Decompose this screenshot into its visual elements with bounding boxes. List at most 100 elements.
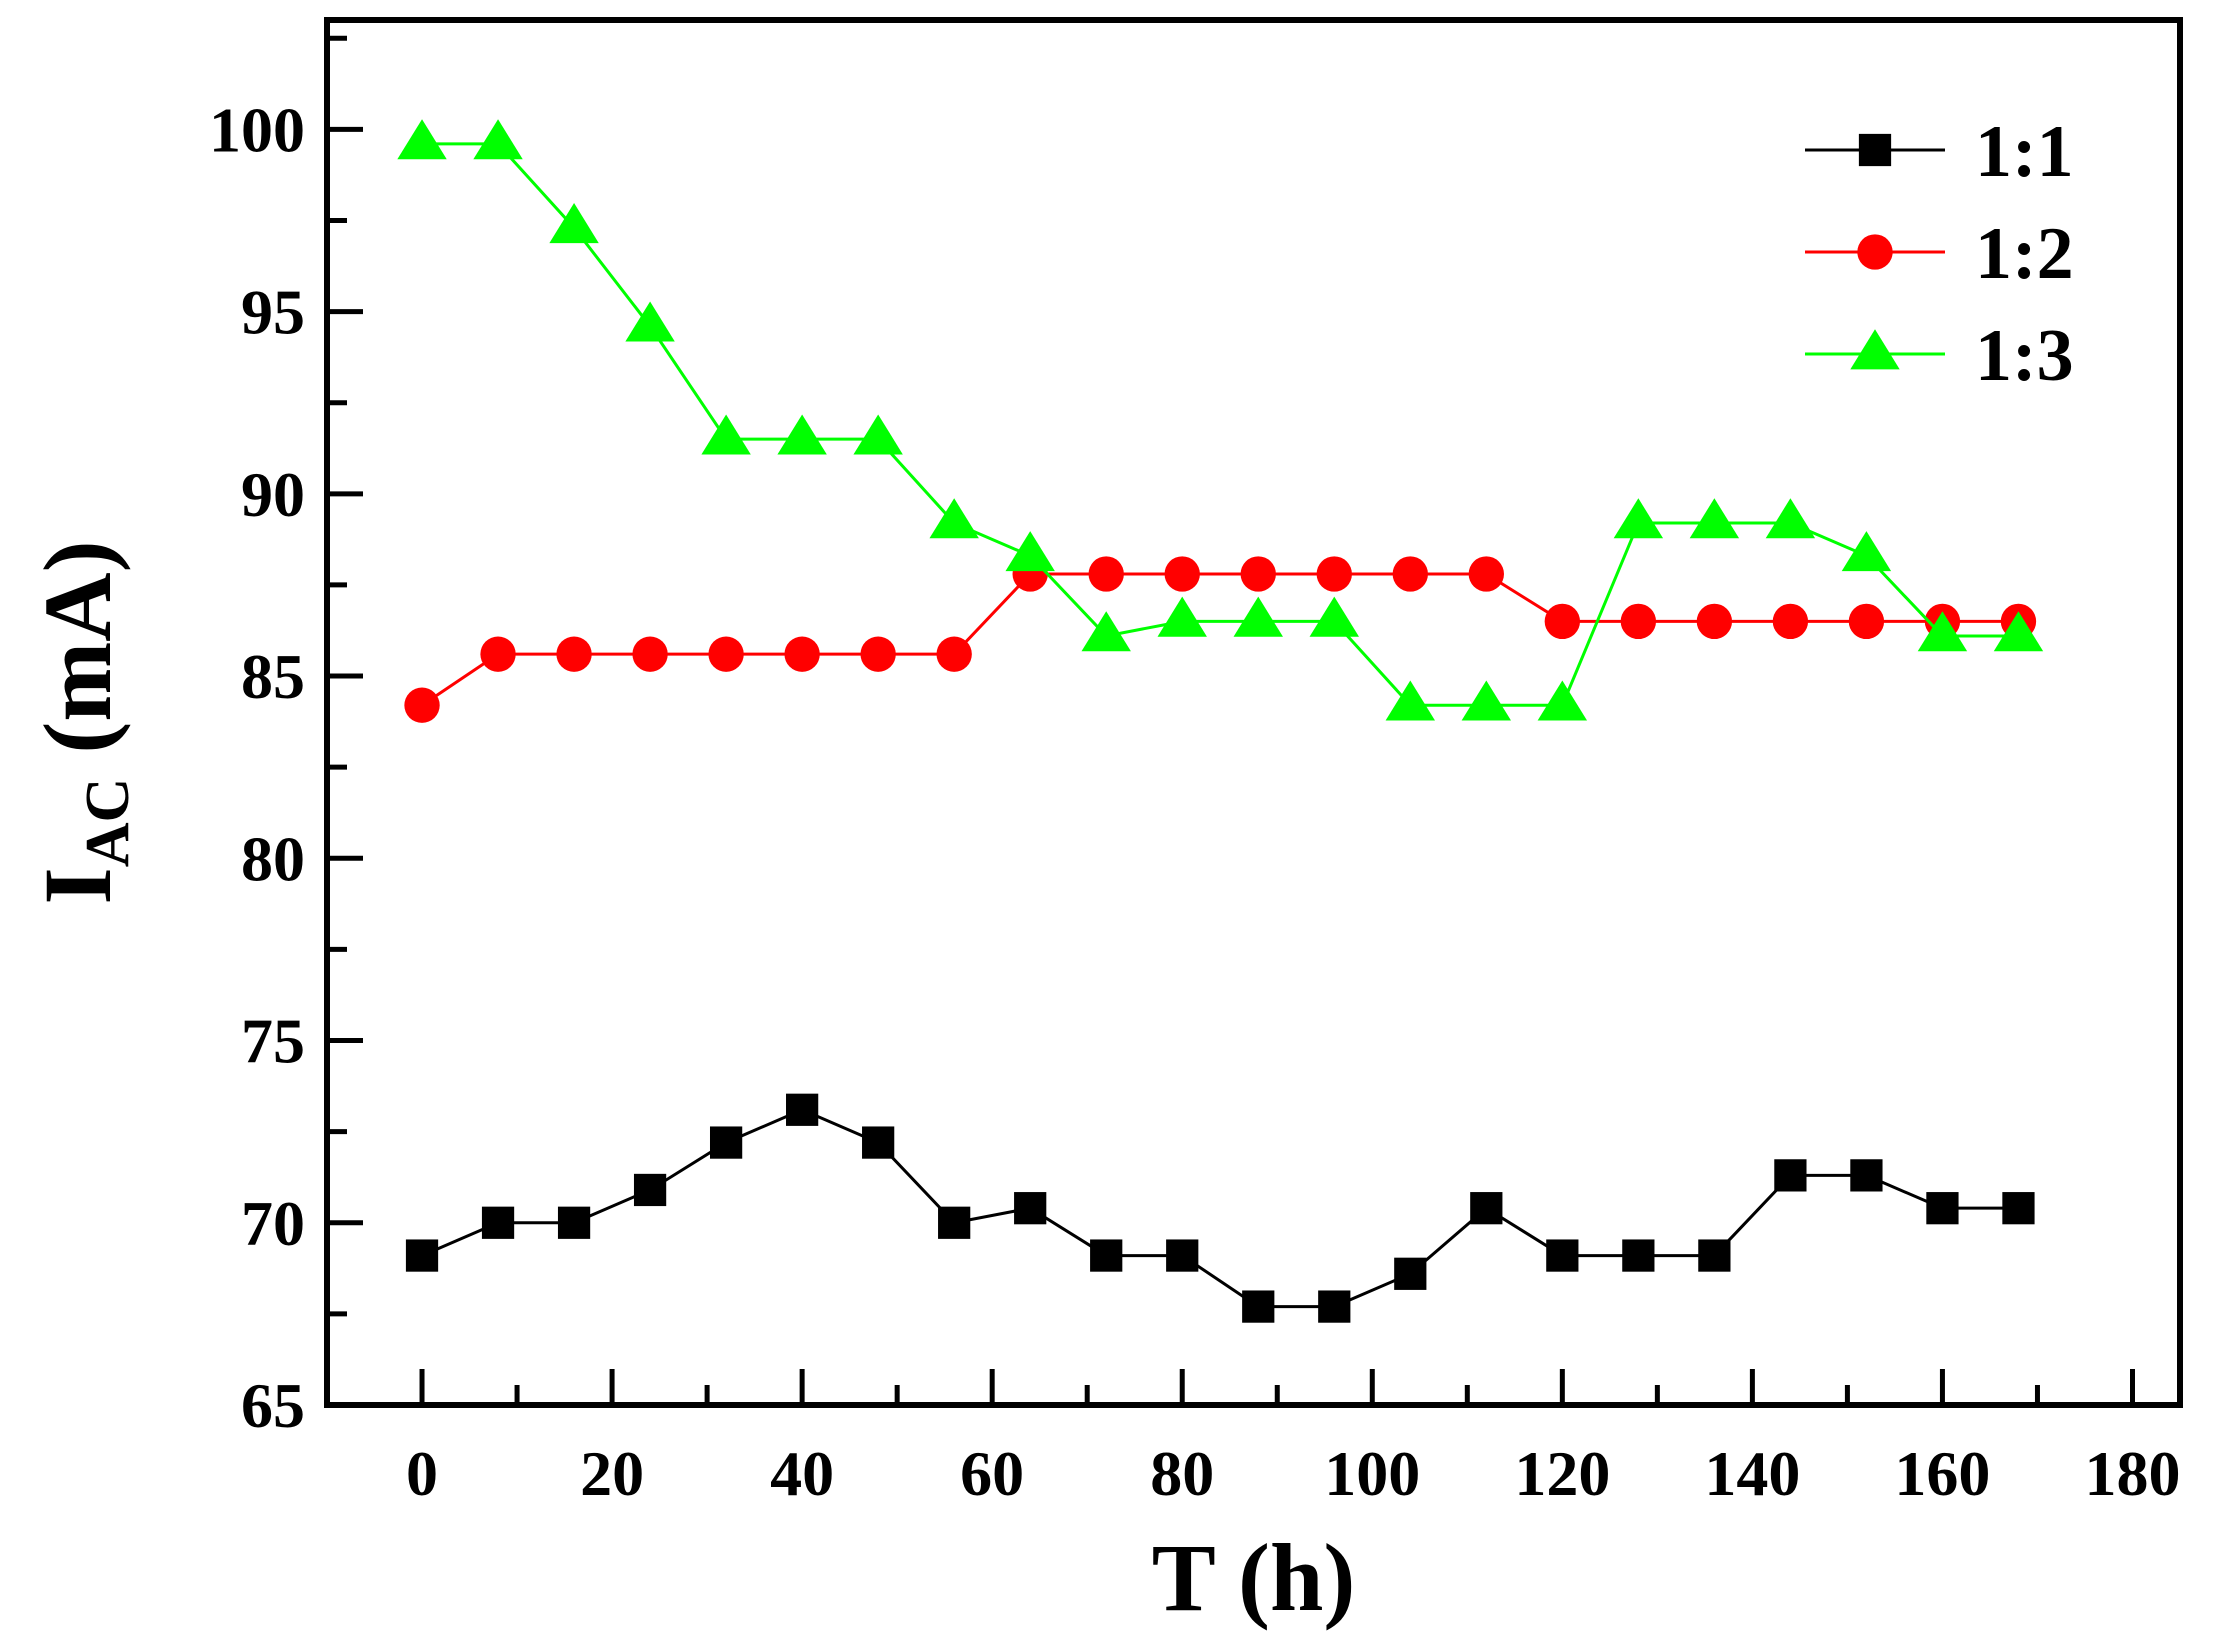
data-point-1-2 <box>708 636 744 672</box>
series-layer <box>397 119 2044 1323</box>
y-tick-label: 75 <box>241 1006 305 1077</box>
y-tick-label: 95 <box>241 277 305 348</box>
data-point-1-2 <box>1240 556 1276 592</box>
data-point-1-3 <box>473 119 523 160</box>
data-point-1-2 <box>936 636 972 672</box>
data-point-1-2 <box>784 636 820 672</box>
x-tick-label: 100 <box>1324 1438 1420 1509</box>
x-axis-title: T (h) <box>1152 1524 1356 1631</box>
data-point-1-3 <box>1157 596 1207 637</box>
y-tick-label: 65 <box>241 1370 305 1441</box>
data-point-1-1 <box>1926 1192 1959 1225</box>
ticks-layer <box>327 35 2135 1408</box>
x-tick-label: 20 <box>580 1438 644 1509</box>
data-point-1-1 <box>1698 1239 1731 1272</box>
data-point-1-3 <box>1689 498 1740 539</box>
data-point-1-3 <box>397 119 447 160</box>
data-point-1-3 <box>1233 596 1283 637</box>
y-tick-label: 85 <box>241 641 305 712</box>
series-line-1-1 <box>421 1108 2019 1309</box>
data-point-1-3 <box>1613 498 1664 539</box>
data-point-1-2 <box>1696 603 1733 640</box>
data-point-1-3 <box>1005 531 1055 572</box>
data-point-1-3 <box>1917 611 1968 652</box>
plot-frame <box>324 17 2183 1408</box>
legend-marker-1-2 <box>1857 234 1893 270</box>
data-point-1-1 <box>938 1206 971 1239</box>
data-point-1-2 <box>1392 556 1428 592</box>
data-point-1-1 <box>709 1126 743 1159</box>
data-point-1-3 <box>929 498 979 539</box>
data-point-1-1 <box>1850 1159 1883 1192</box>
x-tick-label: 160 <box>1894 1438 1990 1509</box>
data-point-1-1 <box>1622 1239 1655 1272</box>
data-point-1-2 <box>556 636 592 672</box>
data-point-1-3 <box>625 301 675 342</box>
x-tick-label: 60 <box>960 1438 1024 1509</box>
data-point-1-1 <box>1774 1159 1807 1192</box>
legend-marker-1-1 <box>1858 133 1892 167</box>
data-point-1-1 <box>862 1126 895 1159</box>
data-point-1-3 <box>1461 680 1512 721</box>
legend-label-1-1: 1:1 <box>1975 111 2074 193</box>
y-tick-label: 80 <box>241 823 305 894</box>
series-line-1-3 <box>422 142 2019 707</box>
data-point-1-2 <box>1468 556 1504 592</box>
data-point-1-1 <box>1394 1257 1427 1290</box>
legend: 1:1 1:2 1:3 <box>1805 111 2074 397</box>
data-point-1-1 <box>557 1206 591 1239</box>
data-point-1-1 <box>633 1173 667 1207</box>
y-axis-title-main: I <box>24 867 131 904</box>
data-point-1-2 <box>404 687 440 723</box>
data-point-1-2 <box>1164 556 1200 592</box>
legend-label-1-3: 1:3 <box>1975 315 2074 397</box>
data-point-1-1 <box>1014 1192 1047 1225</box>
data-point-1-2 <box>1620 603 1657 640</box>
data-point-1-2 <box>1544 603 1581 640</box>
data-point-1-3 <box>549 203 599 244</box>
data-point-1-3 <box>853 414 903 455</box>
x-tick-label: 180 <box>2084 1438 2180 1509</box>
data-point-1-2 <box>480 636 516 672</box>
data-point-1-3 <box>1537 680 1588 721</box>
data-point-1-1 <box>1546 1239 1579 1272</box>
x-tick-label: 0 <box>406 1438 438 1509</box>
data-point-1-1 <box>2002 1192 2035 1225</box>
data-point-1-3 <box>1765 498 1816 539</box>
data-point-1-1 <box>786 1093 819 1126</box>
x-tick-label: 120 <box>1514 1438 1610 1509</box>
y-axis-title-subscript: AC <box>74 778 142 868</box>
y-axis-title-units: (mA) <box>24 540 131 777</box>
data-point-1-1 <box>1470 1192 1503 1225</box>
series-1-1 <box>405 1093 2035 1323</box>
data-point-1-1 <box>1090 1239 1123 1272</box>
data-point-1-1 <box>1242 1290 1275 1323</box>
y-tick-label: 90 <box>241 459 305 530</box>
series-line-1-2 <box>421 572 2019 707</box>
x-tick-label: 80 <box>1150 1438 1214 1509</box>
y-tick-label: 70 <box>241 1188 305 1259</box>
svg-text:IAC (mA): IAC (mA) <box>24 540 142 904</box>
data-point-1-2 <box>1088 556 1124 592</box>
x-tick-label: 140 <box>1704 1438 1800 1509</box>
data-point-1-3 <box>701 414 751 455</box>
y-tick-label: 100 <box>209 94 305 165</box>
series-1-3 <box>397 119 2044 721</box>
legend-entry-1-3: 1:3 <box>1805 315 2074 397</box>
series-1-2 <box>404 556 2037 723</box>
y-axis-title: IAC (mA) <box>24 540 142 904</box>
data-point-1-1 <box>1166 1239 1199 1272</box>
data-point-1-3 <box>1993 611 2044 652</box>
data-point-1-1 <box>405 1239 439 1272</box>
data-point-1-2 <box>1848 603 1885 640</box>
data-point-1-2 <box>1772 603 1809 640</box>
data-point-1-3 <box>777 414 827 455</box>
legend-marker-1-3 <box>1850 329 1900 370</box>
legend-label-1-2: 1:2 <box>1975 213 2074 295</box>
labels-layer: 0 20 40 60 80 100 120 140 160 180 65 70 75 80 85 90 95 10… <box>209 94 2180 1509</box>
data-point-1-3 <box>1841 531 1892 572</box>
data-point-1-1 <box>1318 1290 1351 1323</box>
data-point-1-2 <box>1316 556 1352 592</box>
data-point-1-2 <box>632 636 668 672</box>
